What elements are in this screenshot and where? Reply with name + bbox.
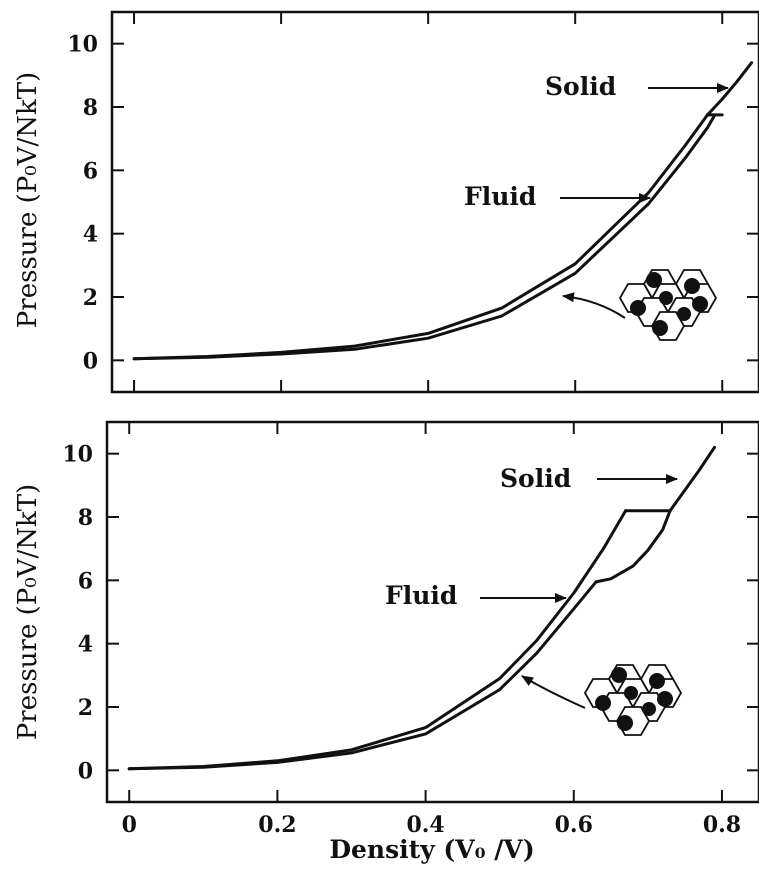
bottom-solid-label: Solid [500, 464, 571, 493]
top-series-fluid [132, 113, 709, 361]
top-series-solid [706, 61, 754, 117]
bottom-series-fluid [127, 509, 628, 771]
bottom-panel: 0 2 4 6 8 10 0 0.2 0.4 0.6 0.8 Solid Fluid [62, 420, 759, 838]
bottom-plot-frame [105, 420, 759, 804]
top-y-tick-label: 0 [83, 348, 98, 374]
top-plot-frame [110, 10, 759, 394]
top-panel: 0 2 4 6 8 10 Solid Fluid [67, 10, 759, 394]
top-annotations: Solid Fluid [464, 72, 729, 341]
top-y-tick-label: 6 [83, 158, 98, 184]
top-hexagonal-lattice-icon [618, 269, 718, 341]
bottom-x-tick-label: 0.8 [703, 812, 741, 838]
bottom-annotations: Solid Fluid [385, 464, 683, 736]
top-series-curve-2 [132, 113, 717, 361]
bottom-x-tick-label: 0.6 [555, 812, 593, 838]
top-y-tick-label: 8 [83, 95, 98, 121]
bottom-y-tick-label: 0 [78, 758, 93, 784]
top-y-tick-label: 2 [83, 285, 98, 311]
bottom-y-tick-label: 4 [78, 632, 93, 658]
top-y-axis-label: Pressure (P₀V/NkT) [13, 72, 43, 328]
top-solid-label: Solid [545, 72, 616, 101]
bottom-hexagonal-lattice-icon [583, 664, 683, 736]
bottom-y-tick-label: 8 [78, 505, 93, 531]
bottom-fluid-label: Fluid [385, 581, 457, 610]
bottom-x-tick-label: 0.2 [258, 812, 296, 838]
bottom-y-tick-label: 10 [62, 442, 93, 468]
top-y-tick-label: 10 [67, 32, 98, 58]
x-axis-label: Density (V₀ /V) [329, 835, 534, 864]
bottom-y-tick-label: 2 [78, 695, 93, 721]
top-y-tick-label: 4 [83, 222, 98, 248]
bottom-lattice-arrow [521, 675, 586, 709]
bottom-series-curve-2 [127, 580, 598, 771]
top-fluid-label: Fluid [464, 182, 536, 211]
bottom-x-tick-label: 0.4 [406, 812, 444, 838]
top-lattice-arrow [562, 292, 626, 319]
bottom-series-curve-3 [594, 509, 672, 584]
bottom-y-axis-label: Pressure (P₀V/NkT) [13, 484, 43, 740]
bottom-y-tick-label: 6 [78, 568, 93, 594]
bottom-x-tick-label: 0 [122, 812, 137, 838]
bottom-series-solid [668, 445, 716, 513]
